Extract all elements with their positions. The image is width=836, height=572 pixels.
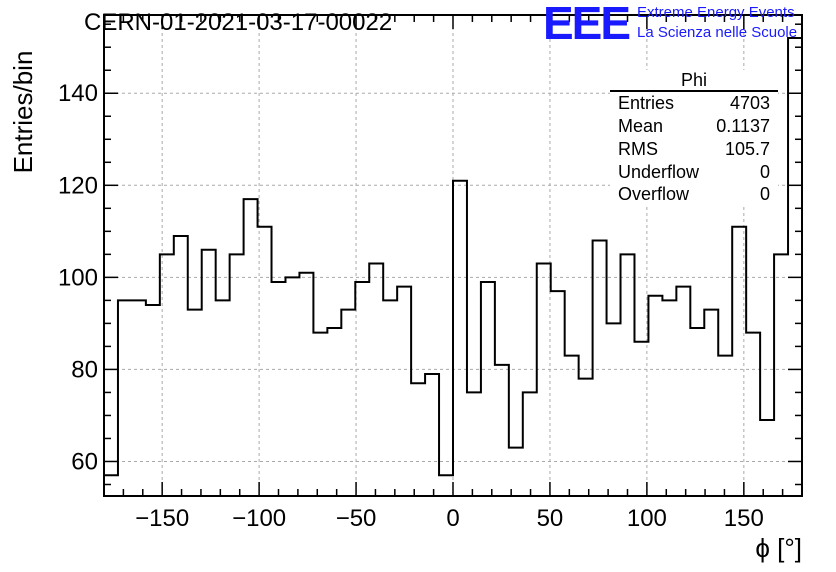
- logo-subtitle-line1: Extreme Energy Events: [637, 4, 795, 21]
- stats-key: RMS: [618, 139, 658, 159]
- stats-title: Phi: [680, 70, 707, 90]
- stats-row-overflow: Overflow 0: [618, 184, 770, 206]
- x-tick-label: 0: [446, 505, 459, 532]
- x-tick-label: −50: [336, 505, 377, 532]
- stats-key: Entries: [618, 93, 675, 113]
- logo-subtitle-line2: La Scienza nelle Scuole: [637, 24, 798, 41]
- eee-logo: EEE: [543, 0, 631, 49]
- x-axis-label: ϕ [°]: [755, 533, 802, 563]
- run-title: CERN-01-2021-03-17-00022: [84, 9, 393, 36]
- stats-value: 0.1137: [716, 116, 770, 136]
- statistics-box: Phi Entries 4703 Mean 0.1137 RMS 105.7 U…: [610, 70, 778, 206]
- stats-row-rms: RMS 105.7: [618, 139, 770, 161]
- stats-key: Overflow: [618, 184, 690, 204]
- y-axis-label: Entries/bin: [8, 51, 38, 174]
- x-tick-label: 50: [537, 505, 564, 532]
- plot-frame: [103, 14, 803, 497]
- x-tick-label: −150: [135, 505, 189, 532]
- y-tick-labels: 60 80 100 120 140: [58, 80, 98, 475]
- x-tick-label: 100: [627, 505, 667, 532]
- stats-row-mean: Mean 0.1137: [618, 116, 770, 138]
- stats-value: 4703: [729, 93, 770, 113]
- y-tick-label: 60: [71, 448, 98, 475]
- x-tick-label: −100: [232, 505, 286, 532]
- stats-row-entries: Entries 4703: [618, 93, 770, 115]
- stats-key: Mean: [618, 116, 664, 136]
- stats-value: 0: [759, 162, 770, 182]
- x-tick-labels: −150 −100 −50 0 50 100 150: [135, 505, 764, 532]
- stats-key: Underflow: [618, 162, 700, 182]
- stats-separator: [610, 90, 778, 92]
- y-tick-label: 140: [58, 80, 98, 107]
- y-tick-label: 120: [58, 172, 98, 199]
- axis-ticks: [103, 15, 803, 496]
- y-tick-label: 80: [71, 356, 98, 383]
- x-tick-label: 150: [724, 505, 764, 532]
- histogram-series-line: [103, 37, 803, 496]
- stats-value: 105.7: [724, 139, 770, 159]
- y-tick-label: 100: [58, 264, 98, 291]
- stats-row-underflow: Underflow 0: [618, 162, 770, 184]
- stats-value: 0: [759, 184, 770, 204]
